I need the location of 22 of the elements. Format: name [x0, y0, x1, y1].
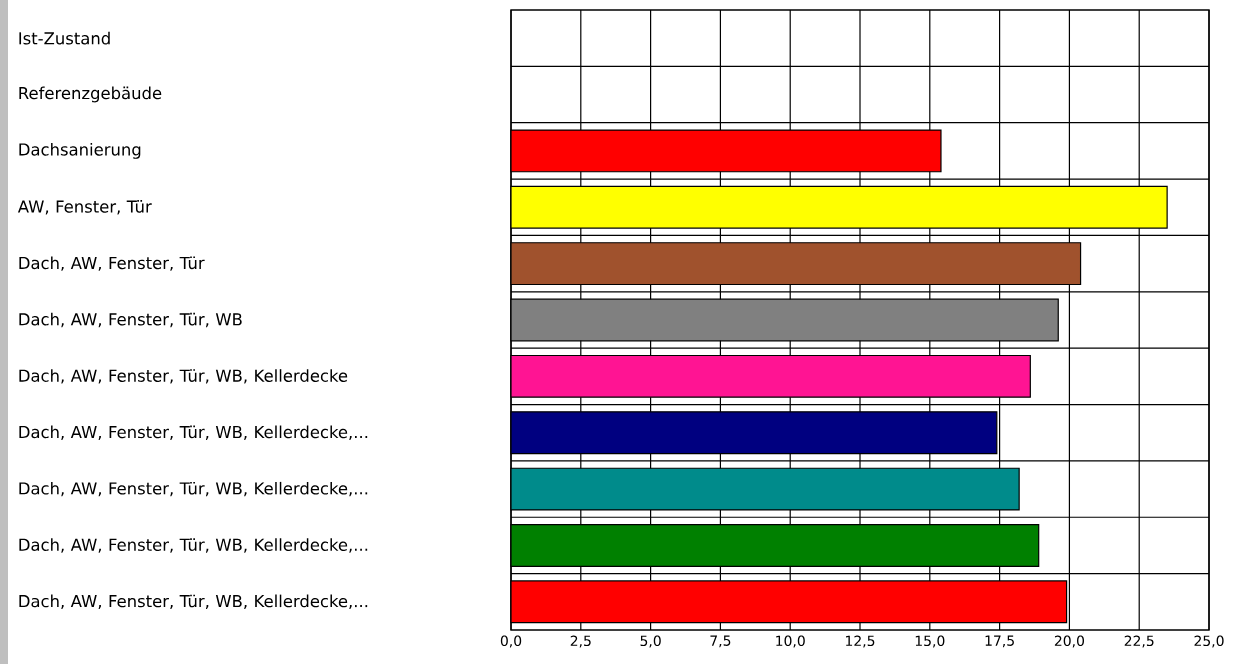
y-tick-label: Dach, AW, Fenster, Tür	[19, 256, 205, 271]
x-tick-label: 7,5	[710, 635, 731, 648]
x-tick-label: 2,5	[570, 635, 591, 648]
y-tick-label: Dach, AW, Fenster, Tür, WB, Kellerdecke,...	[19, 594, 368, 610]
y-tick-label: Dach, AW, Fenster, Tür, WB, Kellerdecke	[19, 369, 348, 384]
x-tick-label: 5,0	[640, 635, 661, 648]
y-tick-label: Dach, AW, Fenster, Tür, WB, Kellerdecke,...	[19, 538, 368, 553]
x-tick-label: 0,0	[500, 635, 522, 648]
y-tick-label: Ist-Zustand	[19, 31, 110, 45]
y-tick-label: Dach, AW, Fenster, Tür, WB	[19, 312, 242, 328]
y-tick-label: AW, Fenster, Tür	[17, 200, 152, 215]
y-tick-label: Referenzgebäude	[19, 86, 162, 103]
x-tick-label: 22,5	[1124, 635, 1154, 648]
x-tick-label: 25,0	[1194, 635, 1224, 648]
x-tick-label: 17,5	[985, 635, 1014, 648]
x-tick-label: 20,0	[1054, 635, 1085, 648]
y-tick-label: Dach, AW, Fenster, Tür, WB, Kellerdecke,...	[19, 425, 368, 440]
y-tick-label: Dach, AW, Fenster, Tür, WB, Kellerdecke,...	[19, 481, 368, 497]
y-tick-label: Dachsanierung	[19, 142, 141, 159]
x-tick-label: 12,5	[846, 635, 875, 648]
x-tick-label: 15,0	[915, 635, 945, 648]
x-tick-label: 10,0	[776, 635, 805, 648]
